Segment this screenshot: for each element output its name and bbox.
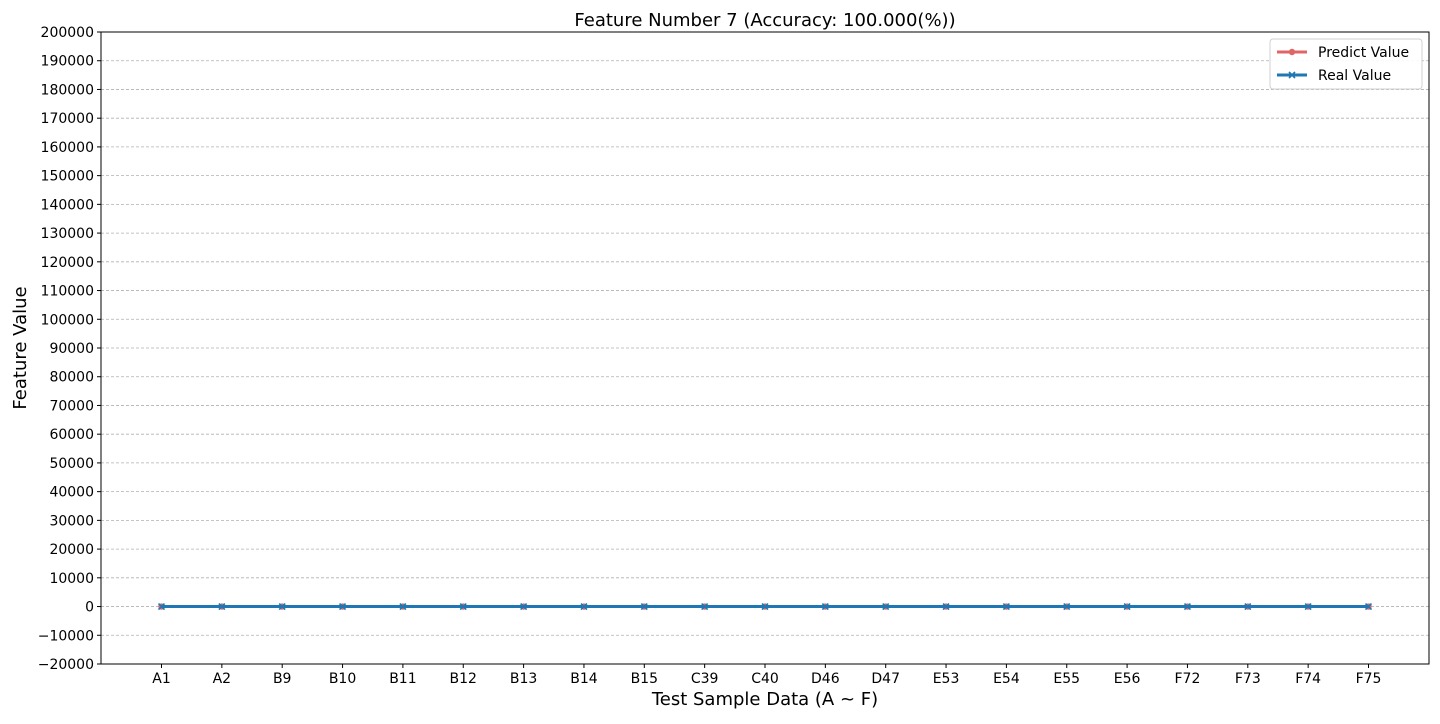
series-lines [157,602,1373,611]
x-axis-ticks: A1 A2 B9 B10 B11 B12 B13 B14 B15 C39 C40 D46 D47 E53 E… [152,664,1381,687]
grid-lines [101,60,1429,636]
real-value-point [520,602,528,611]
y-tick-label: 10000 [49,571,94,587]
x-tick-label: B13 [510,671,537,687]
real-value-point [459,602,467,611]
y-axis-ticks: −20000 −10000 0 10000 20000 30000 40000 50000 60… [38,25,101,673]
real-value-point [338,602,347,611]
real-value-point [399,602,407,611]
x-tick-label: B14 [570,671,598,687]
y-tick-label: 130000 [41,226,94,242]
legend-marker-predict-value [1288,48,1296,56]
y-axis-label: Feature Value [10,286,31,409]
real-value-point [1304,602,1312,611]
y-tick-label: 190000 [41,54,94,70]
y-tick-label: 40000 [49,485,94,501]
real-value-point [218,602,226,611]
y-tick-label: 180000 [41,82,94,98]
x-tick-label: D46 [811,671,840,687]
y-tick-label: 90000 [49,341,94,357]
y-tick-label: 80000 [49,370,94,386]
legend-label-real-value: Real Value [1318,68,1391,84]
real-value-point [1364,602,1373,611]
x-tick-label: A1 [152,671,170,687]
x-tick-label: F72 [1175,671,1201,687]
real-value-point [942,602,950,611]
legend: Predict Value Real Value [1269,38,1423,90]
real-value-point [157,602,166,611]
real-value-point [761,602,769,611]
y-tick-label: 160000 [41,140,94,156]
y-tick-label: −10000 [38,628,94,644]
x-tick-label: C39 [691,671,719,687]
y-tick-label: 20000 [49,542,94,558]
x-tick-label: F74 [1295,671,1321,687]
legend-box [1269,38,1423,90]
y-tick-label: 70000 [49,398,94,414]
real-value-point [882,602,890,611]
x-tick-label: F75 [1356,671,1382,687]
y-tick-label: 120000 [41,255,94,271]
y-tick-label: 140000 [41,197,94,213]
y-tick-label: 0 [85,600,94,616]
real-value-point [701,602,709,611]
y-tick-label: 60000 [49,427,94,443]
real-value-point [1244,602,1252,611]
x-tick-label: B12 [450,671,477,687]
x-tick-label: E56 [1114,671,1141,687]
x-tick-label: F73 [1235,671,1261,687]
x-tick-label: E55 [1053,671,1080,687]
x-tick-label: E54 [993,671,1020,687]
y-tick-label: 170000 [41,111,94,127]
real-value-point [580,602,588,611]
x-tick-label: C40 [751,671,779,687]
y-tick-label: 100000 [41,312,94,328]
real-value-point [821,602,829,611]
real-value-point [278,602,286,611]
x-tick-label: D47 [871,671,900,687]
x-tick-label: B15 [631,671,658,687]
x-axis-label: Test Sample Data (A ~ F) [651,689,878,710]
y-tick-label: 200000 [41,25,94,41]
legend-marker-real-value [1288,71,1296,79]
y-tick-label: 150000 [41,169,94,185]
plot-area-frame [100,31,1430,665]
y-tick-label: 110000 [41,284,94,300]
chart-title: Feature Number 7 (Accuracy: 100.000(%)) [574,10,955,31]
x-tick-label: A2 [213,671,231,687]
real-value-point [1002,602,1010,611]
y-tick-label: −20000 [38,657,94,673]
real-value-point [1123,602,1131,611]
x-tick-label: B10 [329,671,356,687]
real-value-point [1183,602,1192,611]
real-value-point [1063,602,1071,611]
y-tick-label: 30000 [49,513,94,529]
x-tick-label: B9 [273,671,292,687]
real-value-point [640,602,648,611]
y-tick-label: 50000 [49,456,94,472]
x-tick-label: B11 [389,671,416,687]
legend-label-predict-value: Predict Value [1318,45,1409,61]
x-tick-label: E53 [933,671,960,687]
